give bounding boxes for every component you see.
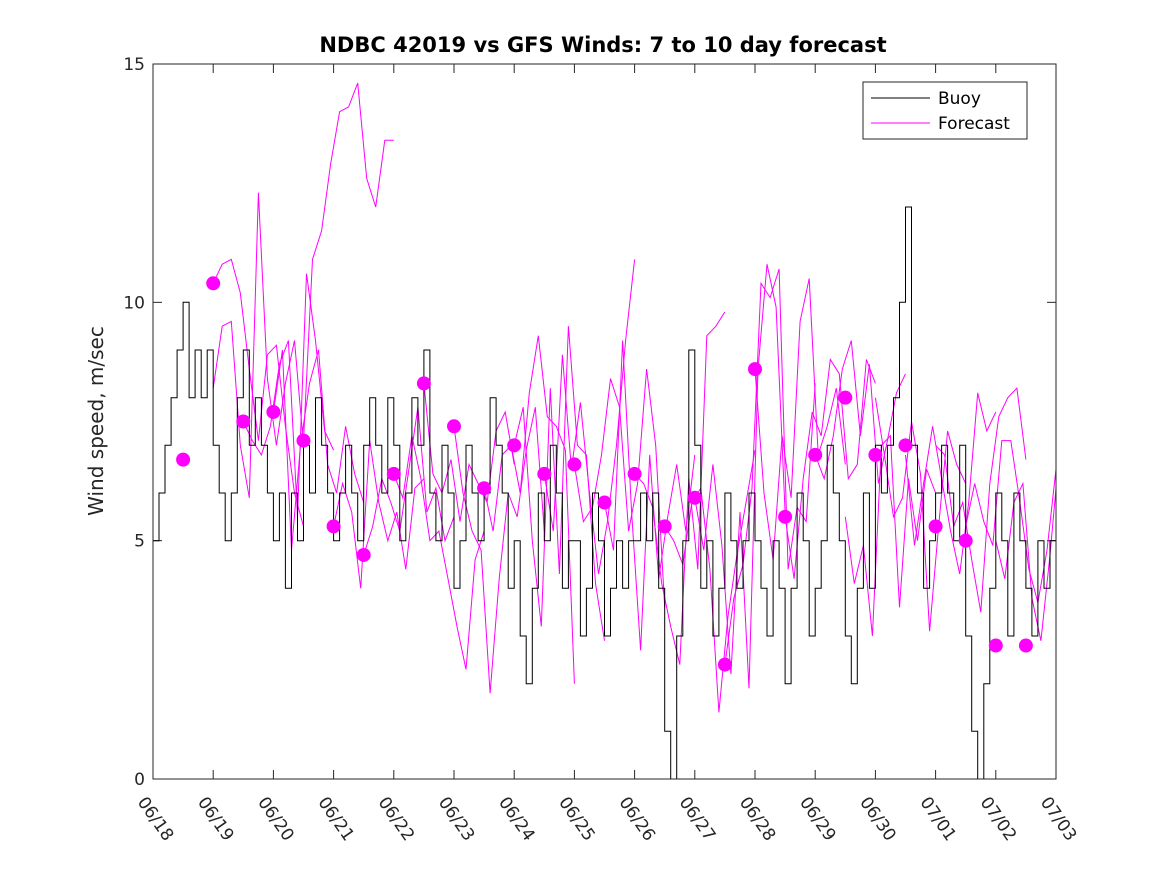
forecast-marker — [687, 490, 702, 505]
x-tick-label: 06/25 — [554, 793, 598, 845]
forecast-line-17 — [664, 450, 756, 713]
forecast-line-11 — [483, 335, 575, 684]
x-tick-label: 06/23 — [434, 793, 478, 845]
forecast-marker — [507, 438, 522, 453]
forecast-line-26 — [935, 386, 1027, 613]
forecast-marker — [537, 466, 552, 481]
y-tick-label: 10 — [123, 293, 145, 313]
forecast-line-4 — [272, 349, 365, 551]
forecast-marker — [296, 433, 311, 448]
y-tick-label: 5 — [134, 532, 145, 552]
y-axis-label: Wind speed, m/sec — [84, 326, 108, 516]
forecast-line-15 — [604, 340, 696, 651]
forecast-marker — [447, 419, 461, 434]
plot-frame — [152, 63, 1057, 780]
forecast-marker — [266, 404, 281, 419]
forecast-line-28 — [995, 481, 1057, 641]
forecast-marker — [326, 519, 341, 534]
forecast-line-8 — [393, 435, 485, 670]
forecast-marker — [597, 495, 612, 510]
forecast-line-2 — [212, 192, 304, 498]
forecast-line-9 — [423, 383, 515, 522]
forecast-marker — [717, 657, 732, 672]
x-tick-label: 06/28 — [735, 793, 779, 845]
x-tick-label: 06/29 — [795, 793, 839, 845]
forecast-marker — [898, 438, 913, 453]
forecast-line-1 — [212, 258, 304, 527]
forecast-marker — [868, 447, 883, 462]
forecast-marker — [176, 452, 191, 467]
x-tick-label: 06/27 — [675, 793, 719, 845]
forecast-line-6 — [333, 440, 425, 589]
x-tick-label: 06/26 — [615, 793, 659, 845]
legend-buoy-label: Buoy — [938, 89, 981, 109]
legend-box — [862, 81, 1028, 140]
y-tick-label: 15 — [123, 55, 145, 75]
x-tick-label: 06/21 — [314, 793, 358, 845]
forecast-line-27 — [965, 440, 1057, 603]
forecast-marker — [748, 362, 762, 377]
forecast-line-25 — [905, 392, 997, 575]
forecast-marker — [567, 457, 582, 472]
forecast-marker — [958, 533, 973, 548]
x-tick-label: 06/30 — [855, 793, 899, 845]
x-tick-label: 06/24 — [494, 793, 538, 845]
forecast-marker — [416, 376, 431, 391]
buoy-line — [153, 206, 1056, 780]
legend-forecast-label: Forecast — [938, 114, 1010, 134]
forecast-line-3 — [242, 273, 335, 517]
forecast-marker — [236, 414, 251, 429]
x-tick-label: 06/19 — [193, 793, 237, 845]
forecast-marker — [808, 447, 823, 462]
forecast-marker — [657, 519, 672, 534]
forecast-marker — [1018, 638, 1033, 653]
x-tick-label: 07/02 — [976, 793, 1020, 845]
forecast-marker — [477, 481, 492, 496]
forecast-marker — [627, 466, 642, 481]
plot-area: 0 5 10 15 06/18 06/19 06/20 06/21 06/22 06/23 06/2… — [123, 55, 1080, 845]
forecast-marker — [778, 509, 793, 524]
chart-title: NDBC 42019 vs GFS Winds: 7 to 10 day for… — [319, 33, 886, 57]
forecast-marker — [928, 519, 943, 534]
forecast-line-24 — [874, 397, 967, 632]
forecast-line-23 — [844, 434, 937, 637]
x-tick-label: 06/20 — [253, 793, 297, 845]
plot-background — [153, 64, 1056, 779]
forecast-line-18 — [694, 264, 786, 689]
forecast-line-22 — [814, 340, 906, 484]
forecast-line-20 — [754, 278, 846, 560]
y-tick-label: 0 — [134, 770, 145, 790]
x-tick-label: 06/18 — [133, 793, 177, 845]
forecast-line-21 — [784, 358, 876, 579]
x-tick-label: 07/01 — [916, 793, 960, 845]
x-tick-label: 07/03 — [1036, 793, 1080, 845]
forecast-line-10 — [453, 407, 545, 694]
forecast-marker — [988, 638, 1003, 653]
forecast-marker — [838, 390, 853, 405]
x-tick-label: 06/22 — [374, 793, 418, 845]
forecast-line-7 — [363, 407, 455, 556]
forecast-line-12 — [513, 326, 605, 641]
forecast-marker — [386, 466, 401, 481]
forecast-marker — [356, 547, 371, 562]
legend: Buoy Forecast — [862, 81, 1028, 140]
forecast-line-16 — [634, 311, 726, 665]
forecast-marker — [206, 276, 221, 291]
forecast-line-5 — [303, 82, 394, 441]
